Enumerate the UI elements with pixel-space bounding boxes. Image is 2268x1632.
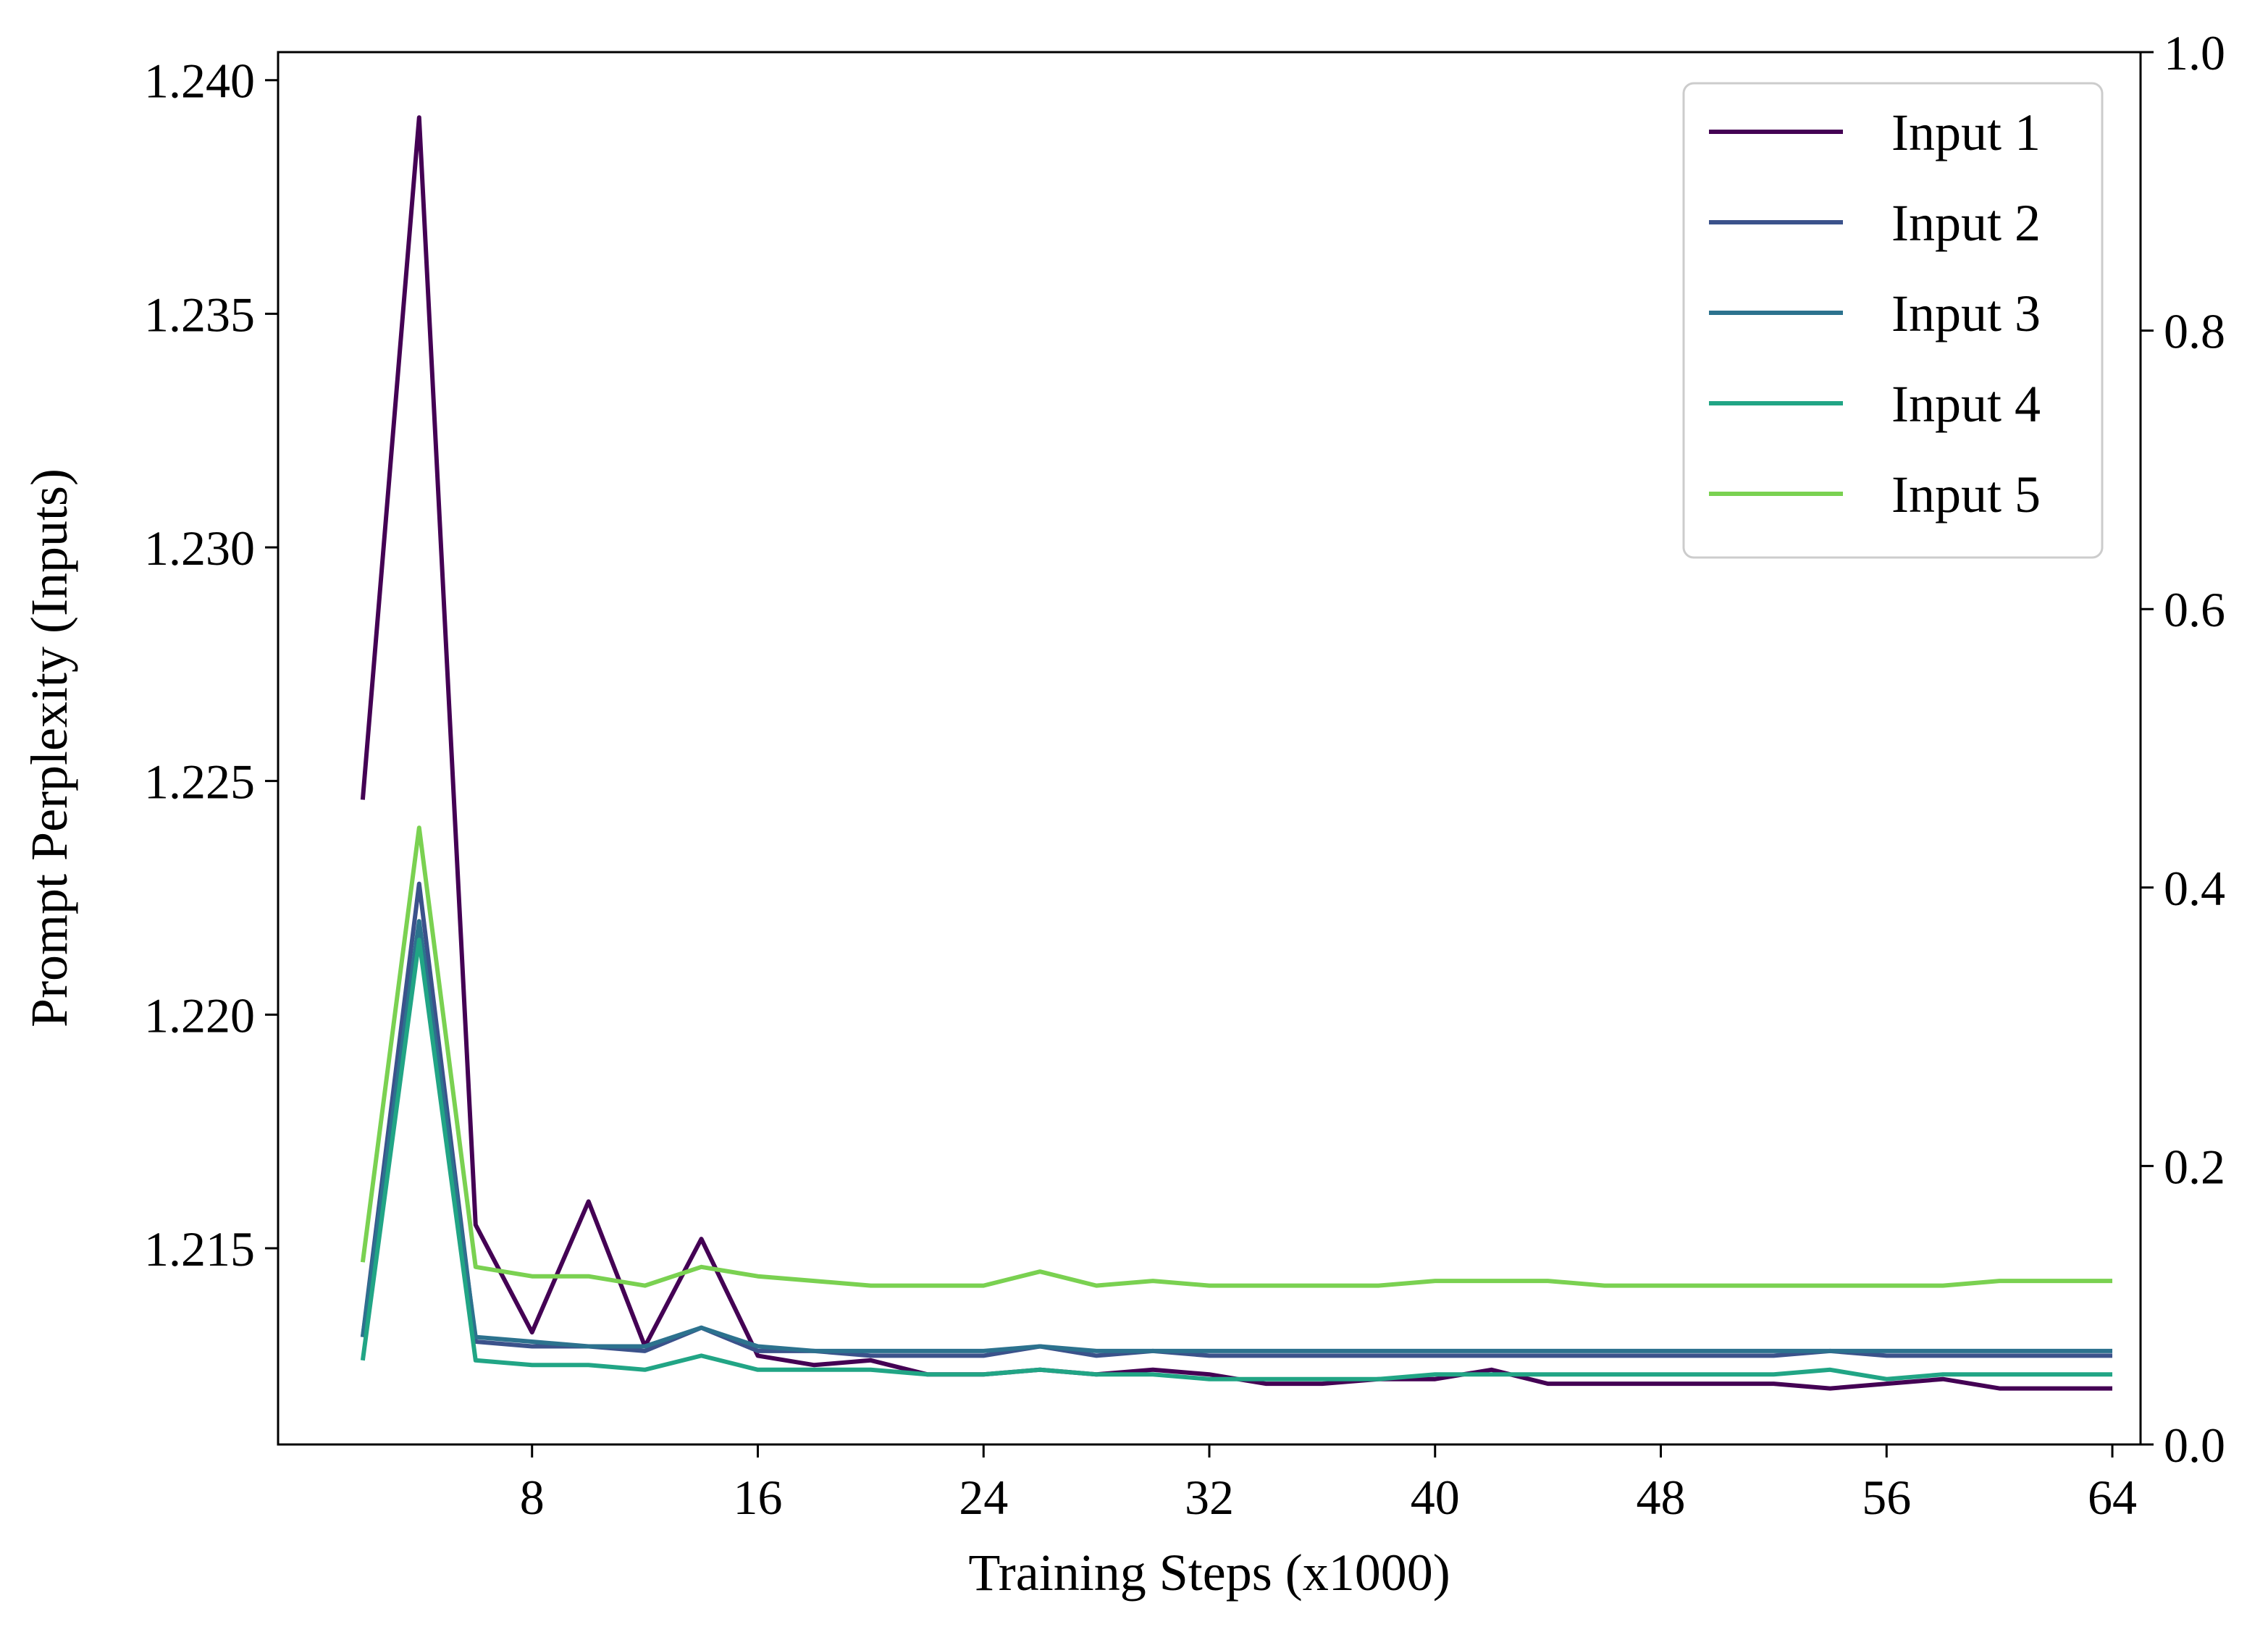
right-y-tick-label: 1.0 (2164, 25, 2225, 80)
legend-label-input-1: Input 1 (1891, 104, 2041, 161)
y-tick-label: 1.240 (144, 54, 255, 109)
legend-label-input-5: Input 5 (1891, 466, 2041, 523)
right-y-tick-label: 0.4 (2164, 861, 2225, 916)
legend-items: Input 1 Input 2 Input 3 Input 4 Input 5 (1709, 104, 2041, 523)
right-y-tick-label: 0.2 (2164, 1139, 2225, 1194)
series-line-input-4 (360, 938, 2112, 1381)
x-tick-label: 64 (2088, 1470, 2137, 1525)
right-y-tick-label: 0.0 (2164, 1418, 2225, 1473)
x-axis-ticks: 8 16 24 32 40 48 56 64 (520, 1444, 2137, 1525)
x-tick-label: 32 (1185, 1470, 1234, 1525)
x-tick-label: 16 (733, 1470, 782, 1525)
series-line-input-3 (360, 919, 2112, 1353)
legend-box (1682, 82, 2104, 559)
legend-label-input-2: Input 2 (1891, 194, 2041, 252)
x-tick-label: 8 (520, 1470, 545, 1525)
y-tick-label: 1.230 (144, 521, 255, 576)
right-y-tick-label: 0.6 (2164, 582, 2225, 637)
x-tick-label: 56 (1862, 1470, 1911, 1525)
right-y-axis-ticks: 0.0 0.2 0.4 0.6 0.8 1.0 (2141, 25, 2225, 1473)
legend-label-input-3: Input 3 (1891, 285, 2041, 342)
x-tick-label: 48 (1637, 1470, 1686, 1525)
y-tick-label: 1.220 (144, 988, 255, 1043)
right-y-tick-label: 0.8 (2164, 304, 2225, 359)
x-tick-label: 40 (1411, 1470, 1460, 1525)
y-tick-label: 1.235 (144, 287, 255, 342)
y-axis-label: Prompt Perplexity (Inputs) (20, 468, 78, 1027)
y-axis-ticks: 1.215 1.220 1.225 1.230 1.235 1.240 (144, 54, 278, 1276)
x-axis-label: Training Steps (x1000) (968, 1544, 1450, 1602)
y-tick-label: 1.225 (144, 754, 255, 809)
series-layer (360, 115, 2112, 1391)
series-line-input-5 (360, 825, 2112, 1288)
x-tick-label: 24 (959, 1470, 1008, 1525)
legend: Input 1 Input 2 Input 3 Input 4 Input 5 (1682, 82, 2104, 559)
legend-label-input-4: Input 4 (1891, 375, 2041, 433)
y-tick-label: 1.215 (144, 1221, 255, 1276)
